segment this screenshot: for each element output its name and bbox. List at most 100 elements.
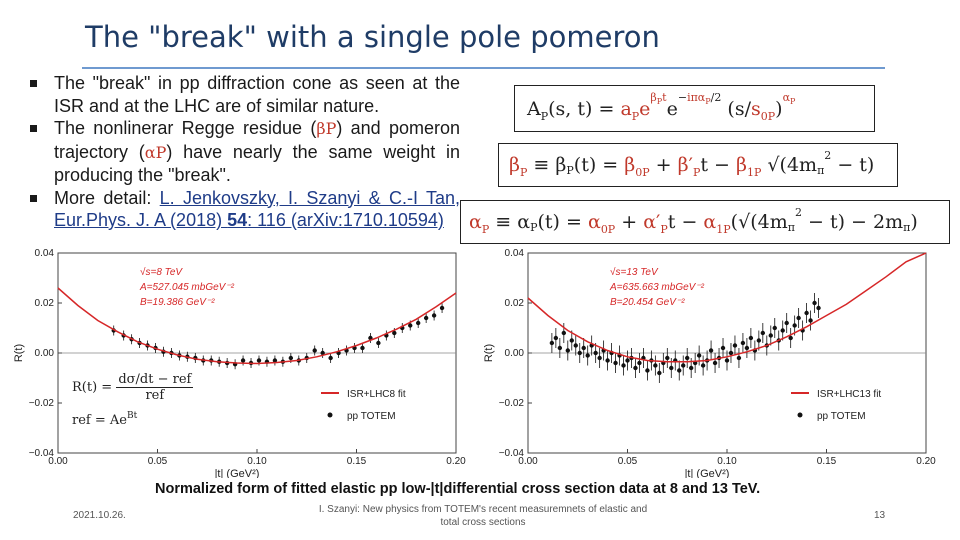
y-tick-label: 0.04 (35, 248, 55, 259)
data-point (408, 323, 413, 328)
bullet-square-icon (30, 125, 37, 132)
bullet-text: More detail: (54, 187, 160, 208)
data-point (768, 333, 773, 338)
x-tick-label: 0.20 (916, 456, 936, 467)
data-point (788, 335, 793, 341)
data-point (360, 345, 365, 351)
data-point (708, 348, 714, 353)
data-point (569, 338, 574, 343)
data-point (637, 360, 642, 366)
data-point (696, 353, 702, 358)
fit-parameter-annotation: B=20.454 GeV⁻² (610, 297, 685, 308)
data-point (748, 335, 754, 341)
data-point (240, 358, 246, 363)
data-point (804, 310, 809, 316)
data-point (700, 363, 706, 368)
data-point (796, 315, 801, 321)
data-point (724, 358, 730, 363)
x-tick-label: 0.00 (518, 456, 538, 467)
y-tick-label: −0.02 (499, 398, 525, 409)
chart-13tev: 0.00 0.05 0.10 0.15 0.20 −0.04 −0.02 0.00 0.02 0.… (483, 248, 936, 478)
data-point (561, 330, 567, 336)
fit-curve (527, 252, 927, 363)
data-point (712, 360, 718, 366)
fit-parameter-annotation: A=635.663 mbGeV⁻² (609, 282, 705, 293)
data-point (593, 350, 598, 356)
fit-parameter-annotation: √s=13 TeV (610, 266, 659, 278)
bullet-item: The nonlinerar Regge residue (βP) and po… (30, 117, 460, 187)
x-tick-label: 0.05 (618, 456, 638, 467)
x-axis-label: |t| (GeV²) (685, 468, 730, 478)
data-point (565, 348, 570, 353)
data-point (685, 355, 690, 361)
amplitude-formula: AP(s, t) = aP e βPt e −iπαP/2 (s/s0P) αP (514, 85, 875, 132)
data-point (392, 330, 397, 336)
x-tick-label: 0.05 (148, 456, 168, 467)
x-tick-label: 0.15 (817, 456, 837, 467)
data-point (633, 365, 638, 371)
data-point (605, 358, 610, 363)
y-axis-label: R(t) (13, 344, 25, 362)
legend-fit-label: ISR+LHC13 fit (817, 389, 881, 400)
y-tick-label: 0.02 (35, 298, 55, 309)
beta-residue-formula: βP ≡ β P (t) = β0P + β′P t − β1P √(4m π 2 − t… (498, 143, 898, 187)
data-point (597, 355, 602, 361)
fit-parameter-annotation: B=19.386 GeV⁻² (140, 297, 215, 308)
data-point (740, 340, 746, 346)
x-tick-label: 0.00 (48, 456, 68, 467)
data-point (677, 368, 682, 373)
data-point (645, 368, 650, 373)
page-number: 13 (874, 510, 886, 521)
data-point (320, 350, 325, 356)
y-axis-label: R(t) (483, 344, 495, 362)
bullet-item: More detail: L. Jenkovszky, I. Szanyi & … (30, 187, 460, 232)
legend-points-swatch (797, 412, 803, 418)
data-point (423, 315, 429, 321)
data-point (669, 365, 674, 371)
data-point (728, 350, 734, 356)
bullet-text: The nonlinerar Regge residue ( (54, 118, 317, 138)
bullet-square-icon (30, 194, 37, 202)
data-point (272, 358, 278, 363)
data-point (681, 363, 686, 368)
legend-points-label: pp TOTEM (347, 411, 396, 422)
x-tick-label: 0.20 (446, 456, 466, 467)
legend-fit-label: ISR+LHC8 fit (347, 389, 406, 400)
title-underline (82, 67, 885, 69)
data-point (688, 365, 694, 371)
data-point (744, 345, 750, 351)
bullet-list: The "break" in pp diffraction cone as se… (30, 72, 460, 232)
footer-date: 2021.10.26. (73, 510, 126, 521)
alpha-trajectory-formula: αP ≡ α P (t) = α0P + α′P t − α1P (√(4m π 2 − t… (460, 200, 950, 244)
legend-points-label: pp TOTEM (817, 411, 866, 422)
footer-citation: I. Szanyi: New physics from TOTEM's rece… (318, 504, 648, 528)
data-point (256, 358, 262, 363)
data-point (720, 345, 726, 351)
data-point (288, 355, 294, 361)
fit-parameter-annotation: A=527.045 mbGeV⁻² (139, 282, 235, 293)
fit-parameter-annotation: √s=8 TeV (140, 266, 183, 278)
y-tick-label: 0.04 (505, 248, 525, 259)
data-point (625, 358, 630, 363)
slide-title: The "break" with a single pole pomeron (85, 20, 660, 54)
data-point (653, 363, 658, 368)
y-tick-label: 0.00 (35, 348, 55, 359)
alpha-symbol: αP (144, 142, 167, 162)
reference-link[interactable]: L. Jenkovszky, I. Szanyi & C.-I Tan, Eur… (54, 187, 460, 231)
data-point (549, 340, 555, 346)
data-point (439, 305, 445, 311)
data-point (756, 338, 762, 343)
data-point (808, 318, 813, 323)
data-point (577, 350, 582, 356)
x-tick-label: 0.15 (347, 456, 367, 467)
bullet-text: ) have nearly the same weight in produci… (54, 141, 460, 186)
bullet-item: The "break" in pp diffraction cone as se… (30, 72, 460, 117)
data-point (415, 320, 421, 326)
data-point (328, 355, 333, 361)
y-tick-label: 0.02 (505, 298, 525, 309)
ratio-definition-inset: R(t) = dσ/dt − ref ref ref = AeBt (72, 372, 212, 428)
data-point (792, 323, 797, 328)
x-axis-label: |t| (GeV²) (215, 468, 260, 478)
data-point (732, 343, 738, 348)
data-point (573, 343, 578, 348)
